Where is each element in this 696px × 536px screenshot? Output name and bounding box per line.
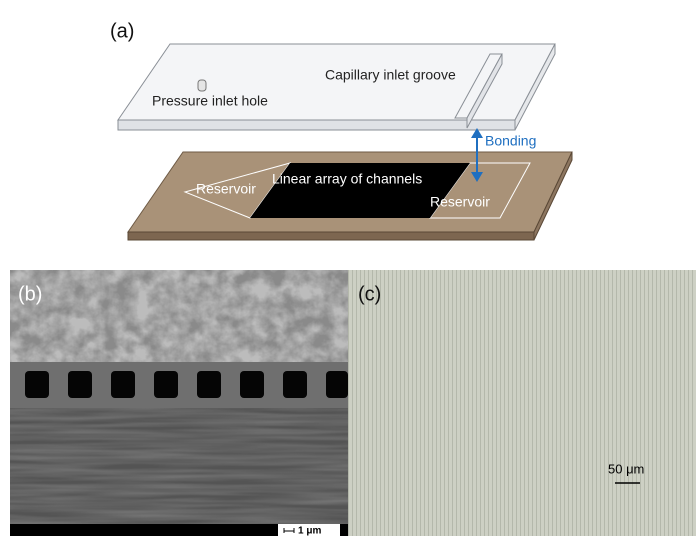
channel-hole xyxy=(240,371,264,398)
top-plate-edge xyxy=(118,120,515,130)
channel-hole xyxy=(68,371,92,398)
panel-c: 50 μm (c) xyxy=(348,270,696,536)
annotation: Reservoir xyxy=(196,181,256,197)
channel-hole xyxy=(197,371,221,398)
channel-hole xyxy=(326,371,348,398)
panel-label: (c) xyxy=(358,283,381,305)
annotation: Reservoir xyxy=(430,194,490,210)
annotation: Bonding xyxy=(485,133,536,149)
annotation: Capillary inlet groove xyxy=(325,67,456,83)
channel-hole xyxy=(25,371,49,398)
panel-label: (a) xyxy=(110,20,134,42)
optical-image xyxy=(348,270,696,536)
scale-label: 1 μm xyxy=(298,526,321,536)
annotation: Linear array of channels xyxy=(272,171,422,187)
panel-b: 1 μm (b) xyxy=(10,270,348,536)
channel-hole xyxy=(111,371,135,398)
inlet-hole xyxy=(198,80,206,91)
figure: (a) Capillary inlet groove Pressure inle… xyxy=(0,0,696,536)
scale-label: 50 μm xyxy=(608,461,644,476)
panel-a: (a) Capillary inlet groove Pressure inle… xyxy=(110,20,572,240)
sem-bottom-texture xyxy=(10,408,348,524)
bottom-plate-edge xyxy=(128,232,534,240)
channel-hole xyxy=(283,371,307,398)
panel-label: (b) xyxy=(18,283,42,305)
channel-hole xyxy=(154,371,178,398)
sem-texture xyxy=(10,270,348,370)
annotation: Pressure inlet hole xyxy=(152,93,268,109)
